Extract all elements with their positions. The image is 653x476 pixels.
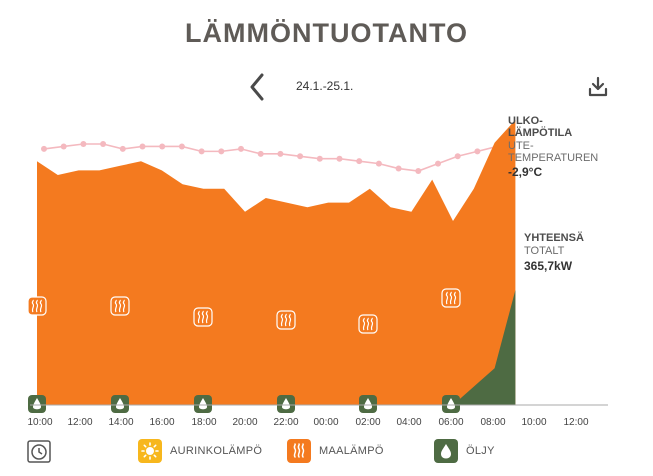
temperature-point [415, 168, 422, 174]
x-tick-label: 08:00 [480, 417, 505, 428]
x-tick-label: 02:00 [355, 417, 380, 428]
total-value: 365,7kW [524, 259, 573, 273]
temperature-point [297, 153, 304, 160]
temperature-point [474, 148, 481, 155]
heat-icon [287, 439, 311, 463]
temperature-point [178, 143, 185, 150]
oil-marker-icon[interactable] [277, 395, 295, 413]
legend-ground-label: MAALÄMPÖ [319, 445, 384, 457]
oil-marker-icon[interactable] [194, 395, 212, 413]
temperature-point [198, 148, 205, 155]
outdoor-label-sv-2: TEMPERATUREN [508, 152, 598, 164]
outdoor-label-fi-1: ULKO- [508, 115, 543, 127]
legend-ground[interactable]: MAALÄMPÖ [287, 439, 384, 463]
temperature-point [218, 148, 225, 155]
x-tick-label: 22:00 [273, 417, 298, 428]
temperature-point [277, 150, 284, 157]
temperature-point [375, 160, 382, 167]
oil-marker-icon[interactable] [359, 395, 377, 413]
temperature-point [119, 145, 126, 152]
temperature-point [41, 145, 47, 152]
outdoor-label-fi-2: LÄMPÖTILA [508, 126, 572, 139]
heat-marker-icon[interactable] [193, 307, 213, 327]
heat-marker-icon[interactable] [441, 288, 461, 308]
temperature-point [435, 160, 441, 167]
page-title: LÄMMÖNTUOTANTO [185, 18, 468, 48]
heat-marker-icon[interactable] [358, 314, 378, 334]
outdoor-label-sv-1: UTE- [508, 140, 534, 152]
temperature-point [159, 143, 166, 150]
x-tick-label: 16:00 [149, 417, 174, 428]
oil-marker-icon[interactable] [111, 395, 129, 413]
temperature-point [395, 165, 402, 172]
temperature-point [356, 158, 363, 165]
x-tick-label: 20:00 [232, 417, 257, 428]
temperature-point [257, 150, 264, 157]
oil-marker-icon[interactable] [442, 395, 460, 413]
x-tick-label: 10:00 [521, 417, 546, 428]
clock-icon[interactable] [26, 438, 52, 464]
download-icon[interactable] [586, 75, 610, 99]
temperature-point [139, 143, 146, 150]
x-tick-label: 00:00 [313, 417, 338, 428]
temperature-line [43, 143, 498, 172]
x-tick-label: 04:00 [396, 417, 421, 428]
sun-icon [138, 439, 162, 463]
total-label-sv: TOTALT [524, 245, 565, 257]
temperature-point [336, 155, 343, 162]
heat-marker-icon[interactable] [110, 296, 130, 316]
x-tick-label: 12:00 [67, 417, 92, 428]
temperature-point [80, 141, 87, 147]
heat-marker-icon[interactable] [276, 310, 296, 330]
legend-solar-label: AURINKOLÄMPÖ [170, 445, 263, 457]
series-area-oljy [453, 290, 516, 405]
x-tick-label: 18:00 [191, 417, 216, 428]
outdoor-temp-value: -2,9°C [508, 165, 542, 179]
oil-drop-icon [434, 439, 458, 463]
series-area-maalampo [37, 119, 516, 406]
oil-marker-icon[interactable] [28, 395, 46, 413]
temperature-point [238, 145, 244, 152]
x-tick-label: 14:00 [108, 417, 133, 428]
temperature-point [60, 143, 67, 150]
legend-oil[interactable]: ÖLJY [434, 439, 495, 463]
temperature-point [454, 153, 461, 160]
temperature-point [100, 141, 107, 147]
chevron-left-icon[interactable] [246, 72, 268, 102]
legend-oil-label: ÖLJY [466, 445, 495, 457]
date-range: 24.1.-25.1. [296, 79, 354, 93]
heat-marker-icon[interactable] [27, 296, 47, 316]
x-tick-label: 12:00 [563, 417, 588, 428]
total-label-fi: YHTEENSÄ [524, 231, 584, 244]
x-tick-label: 10:00 [27, 417, 52, 428]
x-tick-label: 06:00 [438, 417, 463, 428]
legend-clock[interactable] [26, 437, 52, 465]
temperature-point [316, 155, 323, 162]
legend-solar[interactable]: AURINKOLÄMPÖ [138, 439, 262, 463]
